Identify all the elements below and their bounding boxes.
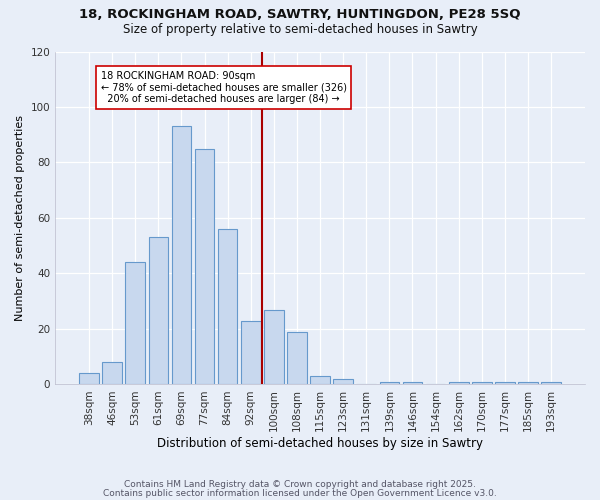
Bar <box>472 382 491 384</box>
Text: 18 ROCKINGHAM ROAD: 90sqm
← 78% of semi-detached houses are smaller (326)
  20% : 18 ROCKINGHAM ROAD: 90sqm ← 78% of semi-… <box>101 71 347 104</box>
Bar <box>541 382 561 384</box>
Bar <box>125 262 145 384</box>
Bar <box>195 148 214 384</box>
Bar <box>403 382 422 384</box>
Bar <box>334 379 353 384</box>
Bar <box>380 382 399 384</box>
Text: Size of property relative to semi-detached houses in Sawtry: Size of property relative to semi-detach… <box>122 22 478 36</box>
Bar <box>518 382 538 384</box>
Bar <box>79 374 99 384</box>
Bar <box>218 229 238 384</box>
Text: Contains public sector information licensed under the Open Government Licence v3: Contains public sector information licen… <box>103 488 497 498</box>
Bar <box>264 310 284 384</box>
Bar <box>310 376 330 384</box>
Y-axis label: Number of semi-detached properties: Number of semi-detached properties <box>15 115 25 321</box>
Bar <box>287 332 307 384</box>
X-axis label: Distribution of semi-detached houses by size in Sawtry: Distribution of semi-detached houses by … <box>157 437 483 450</box>
Bar <box>103 362 122 384</box>
Bar <box>241 320 260 384</box>
Bar <box>172 126 191 384</box>
Bar <box>449 382 469 384</box>
Text: Contains HM Land Registry data © Crown copyright and database right 2025.: Contains HM Land Registry data © Crown c… <box>124 480 476 489</box>
Text: 18, ROCKINGHAM ROAD, SAWTRY, HUNTINGDON, PE28 5SQ: 18, ROCKINGHAM ROAD, SAWTRY, HUNTINGDON,… <box>79 8 521 20</box>
Bar <box>495 382 515 384</box>
Bar <box>149 238 168 384</box>
